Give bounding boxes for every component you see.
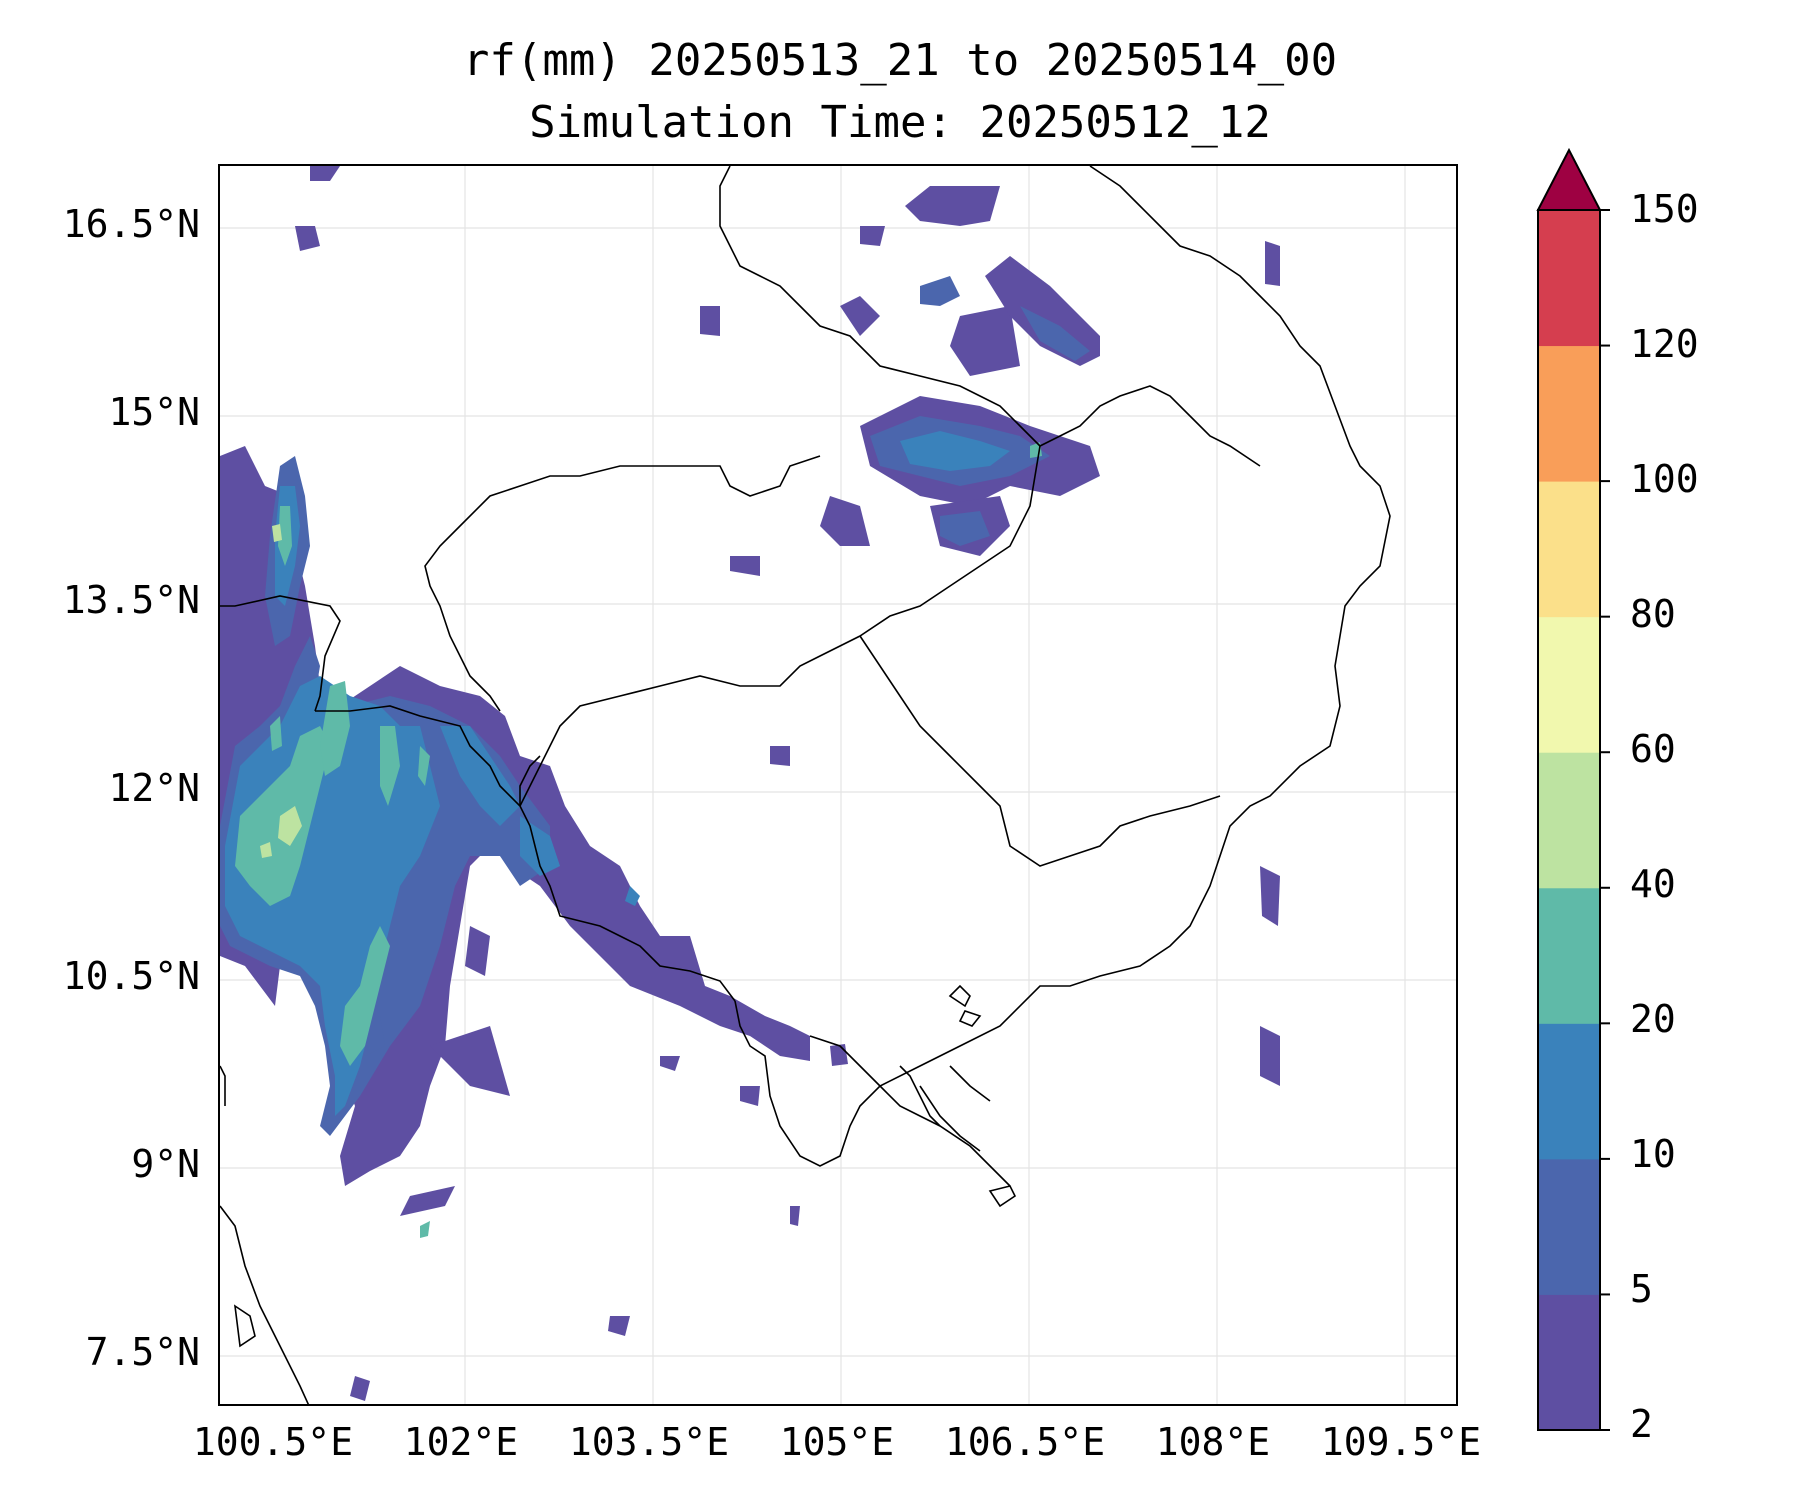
map-canvas	[220, 166, 1456, 1404]
lat-tick-label: 7.5°N	[85, 1330, 200, 1374]
colorbar-swatch	[1538, 616, 1600, 753]
lon-tick-label: 100.5°E	[192, 1420, 354, 1464]
lon-tick-label: 102°E	[403, 1420, 519, 1464]
lat-tick-label: 13.5°N	[62, 578, 200, 622]
colorbar-label: 2	[1630, 1402, 1653, 1446]
colorbar-swatch	[1538, 481, 1600, 618]
colorbar-label: 5	[1630, 1267, 1653, 1311]
map-title-line-2: Simulation Time: 20250512_12	[529, 97, 1271, 148]
lat-tick-label: 12°N	[108, 766, 200, 810]
lon-tick-label: 108°E	[1155, 1420, 1271, 1464]
colorbar-frame	[1537, 209, 1601, 1431]
lon-tick-label: 103.5°E	[568, 1420, 730, 1464]
colorbar-swatch	[1538, 210, 1600, 347]
map-panel	[218, 164, 1458, 1406]
colorbar-swatch	[1538, 1023, 1600, 1160]
map-gridlines	[220, 166, 1456, 1404]
colorbar-swatch	[1538, 1294, 1600, 1431]
rain-contours-40-60mm	[260, 524, 302, 858]
colorbar-swatch	[1538, 887, 1600, 1024]
lon-tick-label: 109.5°E	[1320, 1420, 1482, 1464]
lat-tick-label: 10.5°N	[62, 954, 200, 998]
colorbar-label: 80	[1630, 592, 1676, 636]
colorbar-extend-max-triangle	[1536, 147, 1602, 211]
colorbar-label: 60	[1630, 727, 1676, 771]
colorbar-label: 150	[1630, 187, 1699, 231]
lon-tick-label: 106.5°E	[944, 1420, 1106, 1464]
colorbar-label: 20	[1630, 997, 1676, 1041]
lat-tick-label: 16.5°N	[62, 202, 200, 246]
colorbar-label: 120	[1630, 322, 1699, 366]
coastlines-and-borders	[220, 166, 1391, 1404]
rain-contours-10-20mm	[225, 431, 1010, 1116]
colorbar-label: 40	[1630, 862, 1676, 906]
lon-tick-label: 105°E	[779, 1420, 895, 1464]
lat-tick-label: 9°N	[131, 1142, 200, 1186]
colorbar-swatch	[1538, 752, 1600, 889]
colorbar-swatch	[1538, 1158, 1600, 1295]
colorbar	[1536, 147, 1610, 1431]
colorbar-label: 100	[1630, 457, 1699, 501]
map-title-line-1: rf(mm) 20250513_21 to 20250514_00	[462, 35, 1338, 86]
colorbar-swatch	[1538, 345, 1600, 482]
lat-tick-label: 15°N	[108, 390, 200, 434]
colorbar-label: 10	[1630, 1132, 1676, 1176]
